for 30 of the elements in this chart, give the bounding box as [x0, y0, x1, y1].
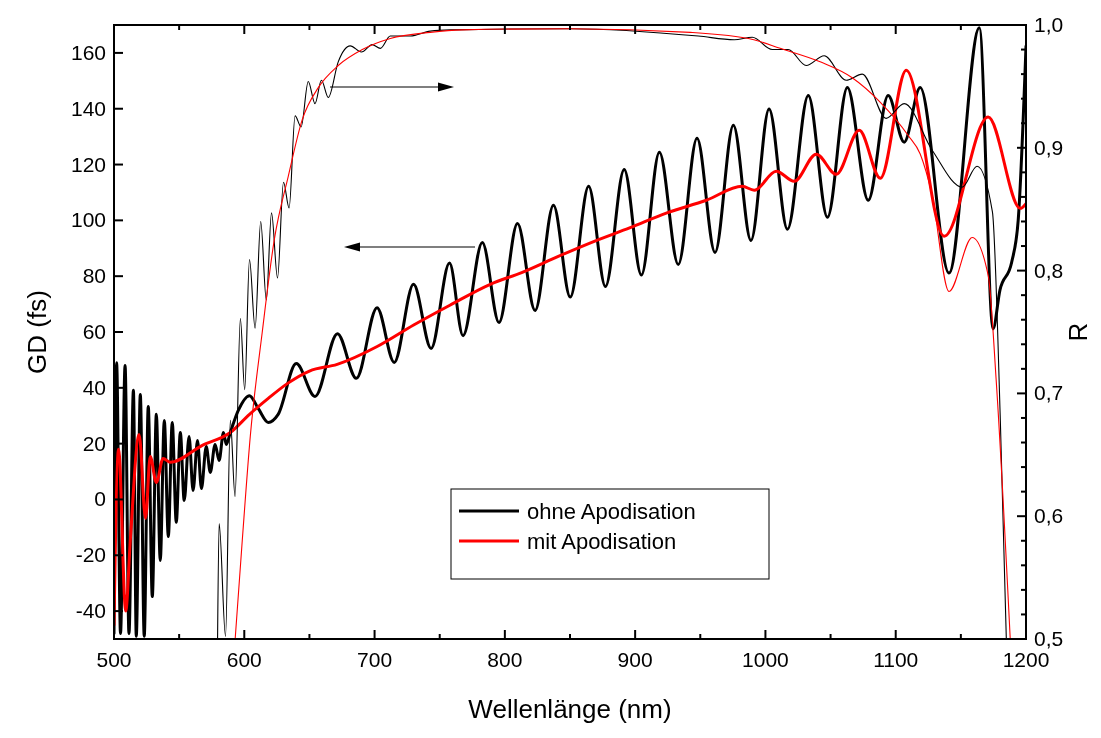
x-tick-label: 1000 — [742, 648, 789, 671]
y2-axis-title: R — [1063, 322, 1093, 342]
y-tick-label: 80 — [82, 264, 106, 288]
y2-tick-label: 0,6 — [1034, 504, 1064, 528]
x-tick-label: 600 — [226, 648, 262, 671]
x-tick-label: 500 — [96, 648, 132, 671]
y2-tick-label: 0,7 — [1034, 381, 1064, 405]
y-tick-label: 0 — [94, 487, 106, 511]
y-tick-label: 20 — [82, 431, 106, 455]
y-tick-label: -20 — [75, 543, 106, 567]
y2-tick-label: 0,9 — [1034, 135, 1064, 159]
y-tick-label: 120 — [70, 152, 106, 176]
x-tick-label: 700 — [357, 648, 393, 671]
y-tick-label: 160 — [70, 40, 106, 64]
x-tick-label: 800 — [487, 648, 523, 671]
y-axis-title: GD (fs) — [22, 290, 52, 374]
y-tick-label: 60 — [82, 320, 106, 343]
y2-tick-label: 0,8 — [1034, 258, 1064, 282]
x-axis-title: Wellenlänge (nm) — [468, 694, 672, 724]
x-tick-label: 900 — [617, 648, 653, 671]
y-tick-label: 100 — [70, 208, 106, 232]
y2-tick-label: 0,5 — [1034, 627, 1064, 650]
x-tick-label: 1100 — [873, 648, 919, 671]
y-tick-label: -40 — [75, 599, 106, 623]
legend-label: ohne Apodisation — [527, 499, 696, 524]
legend-label: mit Apodisation — [527, 529, 677, 554]
y-tick-label: 40 — [82, 375, 106, 399]
y2-tick-label: 1,0 — [1034, 13, 1064, 36]
x-tick-label: 1200 — [1002, 648, 1050, 671]
y-tick-label: 140 — [70, 96, 106, 120]
